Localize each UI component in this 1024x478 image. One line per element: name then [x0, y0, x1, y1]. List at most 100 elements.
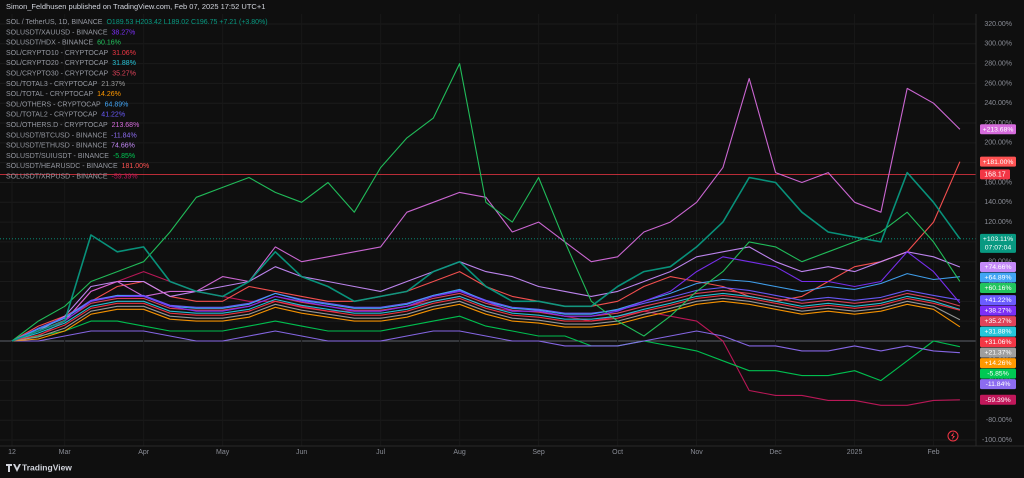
- legend-entry: SOLUSDT/BTCUSD - BINANCE -11.84%: [6, 132, 137, 139]
- x-tick-label: May: [216, 449, 230, 456]
- x-tick-label: Oct: [612, 449, 623, 456]
- end-tag-bg: [980, 233, 1016, 253]
- legend-entry: SOLUSDT/HEARUSDC - BINANCE 181.00%: [6, 163, 149, 170]
- end-tag: -11.84%: [986, 381, 1011, 388]
- legend-value: 41.22%: [101, 112, 125, 119]
- brand-name: TradingView: [22, 462, 72, 472]
- series-line: [11, 246, 961, 342]
- series-line: [11, 300, 961, 342]
- price-line-tag: 168.17: [984, 172, 1006, 179]
- event-icon: [947, 430, 959, 442]
- legend-value: 14.26%: [97, 91, 121, 98]
- series-line: [11, 77, 961, 342]
- end-tag-bg: [980, 326, 1016, 337]
- end-tag: +21.37%: [984, 350, 1011, 357]
- legend-entry: SOL/TOTAL3 - CRYPTOCAP 21.37%: [6, 81, 125, 88]
- x-tick-label: Jul: [376, 449, 385, 456]
- end-tag: +31.06%: [984, 339, 1011, 346]
- end-tag: +213.68%: [983, 126, 1014, 133]
- y-tick-label: 260.00%: [984, 80, 1012, 87]
- end-tag-bg: [980, 379, 1016, 390]
- end-tag: +14.26%: [984, 360, 1011, 367]
- x-tick-label: 2025: [847, 449, 863, 456]
- legend-name: SOLUSDT/XAUUSD - BINANCE: [6, 29, 108, 36]
- x-tick-label: Sep: [532, 449, 545, 456]
- legend-entry: SOL/OTHERS.D - CRYPTOCAP 213.68%: [6, 122, 139, 129]
- legend-entry: SOLUSDT/XAUUSD - BINANCE 38.27%: [6, 29, 135, 36]
- end-tag: -5.85%: [987, 371, 1009, 378]
- end-tag-bg: [980, 358, 1016, 369]
- x-tick-label: 12: [8, 449, 16, 456]
- legend-entry: SOL/OTHERS - CRYPTOCAP 64.89%: [6, 101, 128, 108]
- y-tick-label: -100.00%: [982, 437, 1012, 444]
- x-tick-label: Dec: [769, 449, 782, 456]
- legend-entry: SOLUSDT/ETHUSD - BINANCE 74.66%: [6, 142, 135, 149]
- x-tick-label: Nov: [690, 449, 703, 456]
- series-line: [12, 330, 960, 354]
- end-tag: +64.89%: [984, 275, 1011, 282]
- event-circle: [947, 430, 959, 442]
- end-tag-bg: [980, 368, 1016, 379]
- end-tag: +103.11%: [983, 236, 1013, 243]
- y-tick-label: 280.00%: [984, 60, 1012, 67]
- legend-name: SOLUSDT/BTCUSD - BINANCE: [6, 132, 107, 139]
- axes: [0, 14, 1024, 447]
- end-tag-bg: [980, 394, 1016, 405]
- legend-name: SOL/TOTAL2 - CRYPTOCAP: [6, 112, 98, 119]
- legend-name: SOL/TOTAL - CRYPTOCAP: [6, 91, 93, 98]
- legend-name: SOL/TOTAL3 - CRYPTOCAP: [6, 81, 98, 88]
- legend-name: SOL/OTHERS - CRYPTOCAP: [6, 101, 101, 108]
- end-tag: -59.39%: [985, 397, 1010, 404]
- series-line: [11, 294, 961, 342]
- series-line: [11, 63, 961, 342]
- legend-name: SOL/OTHERS.D - CRYPTOCAP: [6, 122, 108, 129]
- brand-logo: TradingView: [6, 462, 72, 472]
- series-line: [11, 286, 960, 342]
- end-tag-bg: [980, 305, 1016, 316]
- end-tags: 168.17 +213.68% +181.00% +103.11% 07:07:04 +7…: [980, 124, 1016, 405]
- series-line: [11, 171, 961, 342]
- end-tag-bg: [980, 316, 1016, 327]
- plot-lines: [11, 63, 961, 406]
- end-tag-bg: [980, 262, 1016, 273]
- series-line: [11, 251, 961, 342]
- end-tag-bg: [980, 347, 1016, 358]
- x-tick-label: Apr: [138, 449, 150, 456]
- legend-entry: SOLUSDT/HDX - BINANCE 60.16%: [6, 39, 121, 46]
- y-tick-label: 300.00%: [984, 41, 1012, 48]
- end-tag: +31.88%: [984, 329, 1011, 336]
- y-tick-label: 240.00%: [984, 100, 1012, 107]
- end-tag: +41.22%: [984, 297, 1011, 304]
- y-tick-label: -80.00%: [986, 417, 1012, 424]
- legend-name: SOL/CRYPTO30 - CRYPTOCAP: [6, 70, 109, 77]
- legend-entry: SOLUSDT/SUIUSDT - BINANCE -5.85%: [6, 153, 135, 160]
- end-tag: +35.27%: [984, 318, 1011, 325]
- legend-name: SOLUSDT/HEARUSDC - BINANCE: [6, 163, 118, 170]
- end-tag-bg: [980, 295, 1016, 306]
- end-tag: +181.00%: [983, 159, 1014, 166]
- legend-value: 31.88%: [112, 60, 136, 67]
- legend-value: -59.39%: [112, 173, 138, 180]
- series-line: [11, 292, 961, 342]
- legend: SOL / TetherUS, 1D, BINANCE O189.53 H203.…: [6, 19, 268, 181]
- y-tick-label: 140.00%: [984, 199, 1012, 206]
- series-line: [11, 297, 961, 342]
- legend-value: 60.16%: [97, 39, 121, 46]
- brand-icon: [6, 464, 21, 472]
- y-tick-label: 120.00%: [984, 219, 1012, 226]
- price-line-tag-bg: [980, 169, 1010, 180]
- legend-value: 21.37%: [101, 81, 125, 88]
- legend-entry: SOL/CRYPTO20 - CRYPTOCAP 31.88%: [6, 60, 136, 67]
- y-tick-label: 200.00%: [984, 140, 1012, 147]
- legend-value: 35.27%: [112, 70, 136, 77]
- y-tick-label: 220.00%: [984, 120, 1012, 127]
- end-tag-bg: [980, 156, 1016, 167]
- legend-entry: SOL/CRYPTO30 - CRYPTOCAP 35.27%: [6, 70, 136, 77]
- legend-entry: SOL/TOTAL - CRYPTOCAP 14.26%: [6, 91, 121, 98]
- legend-value: -11.84%: [111, 132, 137, 139]
- end-tag-bg: [980, 283, 1016, 294]
- legend-entry: SOL / TetherUS, 1D, BINANCE O189.53 H203.…: [6, 19, 268, 26]
